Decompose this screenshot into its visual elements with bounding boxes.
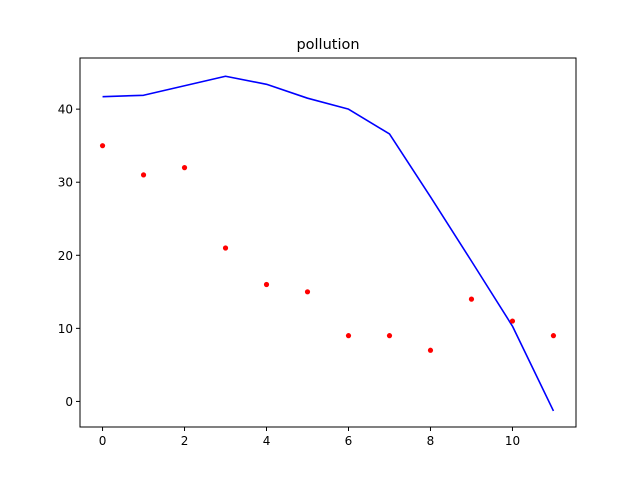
x-tick-label: 4	[263, 434, 271, 448]
y-tick-label: 20	[58, 249, 73, 263]
series-1-point	[550, 333, 557, 339]
series-1-point	[345, 333, 352, 339]
plot-marks	[99, 75, 557, 412]
y-tick-label: 30	[58, 176, 73, 190]
series-1-point	[99, 143, 106, 149]
series-1-point	[181, 165, 188, 171]
axes-frame	[79, 57, 577, 428]
series-1-point	[304, 289, 311, 295]
series-1-point	[263, 281, 270, 288]
y-axis-ticks: 0 10 20 30 40	[58, 103, 80, 409]
x-tick-label: 2	[181, 434, 189, 448]
x-axis-ticks: 0 2 4 6 8 10	[99, 427, 520, 448]
series-1-point	[140, 172, 147, 178]
y-tick-label: 40	[58, 103, 73, 117]
series-1-point	[427, 347, 434, 353]
series-1-point	[509, 318, 516, 324]
y-tick-label: 0	[65, 395, 73, 409]
x-tick-label: 10	[505, 434, 520, 448]
y-tick-label: 10	[58, 322, 73, 336]
chart-title: pollution	[296, 37, 359, 53]
series-1-point	[222, 245, 229, 251]
series-0-line	[102, 75, 555, 412]
series-1-point	[386, 333, 393, 339]
x-tick-label: 8	[427, 434, 435, 448]
x-tick-label: 0	[99, 434, 107, 448]
series-1-point	[468, 296, 475, 302]
x-tick-label: 6	[345, 434, 353, 448]
